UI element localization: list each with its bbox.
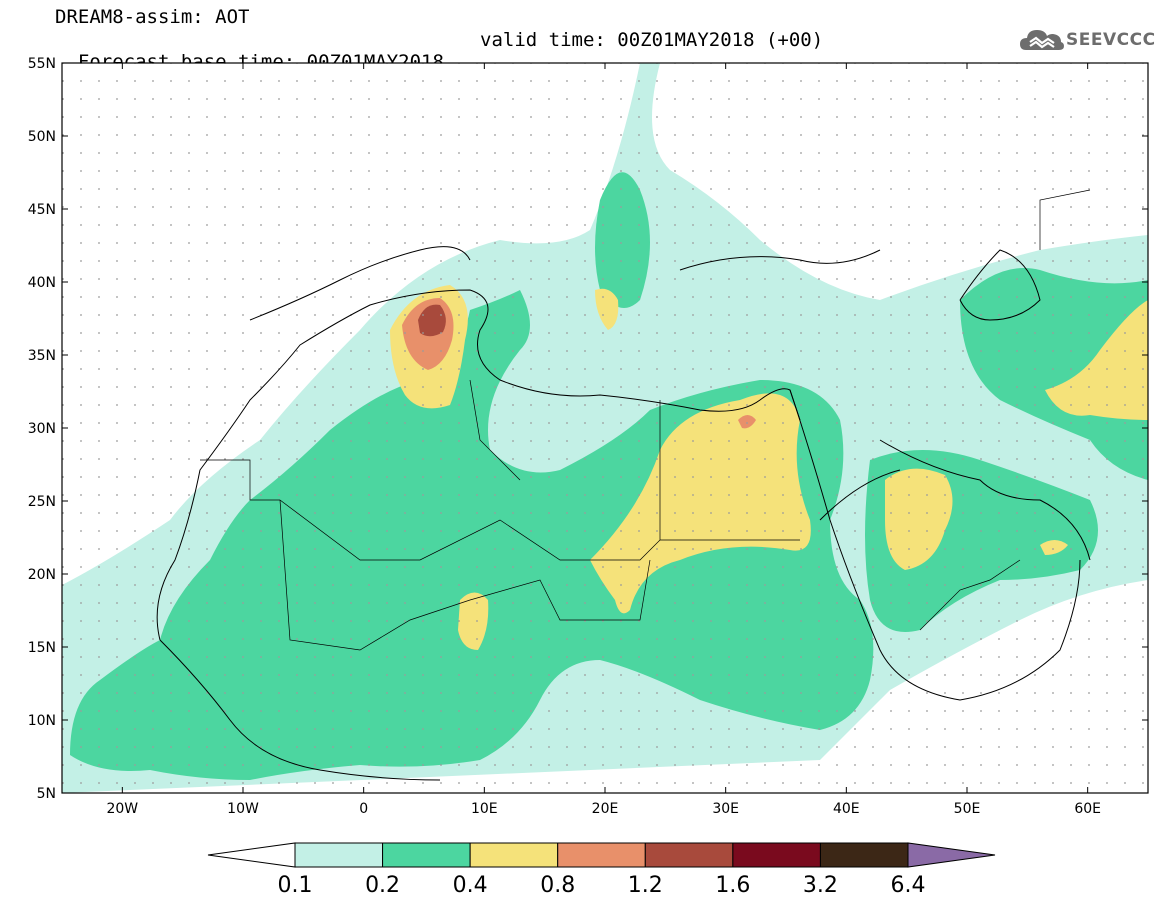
colorbar-labels: 0.1 0.2 0.4 0.8 1.2 1.6 3.2 6.4 [278, 873, 926, 898]
lat-label: 45N [28, 202, 56, 218]
lat-label: 25N [28, 494, 56, 510]
logo-text: SEEVCCC [1066, 30, 1156, 50]
coastlines [156, 246, 1091, 781]
seevccc-logo: SEEVCCC [1018, 24, 1158, 56]
country-borders [200, 189, 1091, 651]
colorbar-label: 3.2 [803, 873, 838, 898]
lat-label: 15N [28, 640, 56, 656]
lon-label: 10W [227, 801, 259, 817]
colorbar-label: 1.6 [715, 873, 750, 898]
lon-label: 40E [833, 801, 860, 817]
colorbar-box [469, 842, 559, 868]
lat-label: 5N [37, 786, 56, 802]
lon-label: 0 [359, 801, 368, 817]
lat-label: 35N [28, 348, 56, 364]
colorbar-left-arrow [207, 842, 296, 868]
colorbar-label: 0.2 [365, 873, 400, 898]
lon-ticks: 20W 10W 0 10E 20E 30E 40E 50E 60E [106, 63, 1101, 817]
lat-label: 55N [28, 56, 56, 72]
colorbar [207, 842, 996, 868]
lon-label: 20W [106, 801, 138, 817]
lon-label: 10E [471, 801, 498, 817]
lat-label: 40N [28, 275, 56, 291]
colorbar-label: 0.4 [453, 873, 488, 898]
colorbar-label: 0.1 [278, 873, 313, 898]
colorbar-label: 0.8 [540, 873, 575, 898]
colorbar-label: 6.4 [891, 873, 926, 898]
colorbar-box [557, 842, 646, 868]
valid-time-text: valid time: 00Z01MAY2018 (+00) [480, 29, 824, 51]
aot-field [62, 63, 1148, 793]
lat-ticks: 55N 50N 45N 40N 35N 30N 25N 20N 15N 10N 5N [28, 56, 1148, 802]
chart-title: DREAM8-assim: AOT [55, 6, 250, 28]
lon-label: 50E [954, 801, 981, 817]
lon-label: 20E [592, 801, 619, 817]
lat-label: 30N [28, 421, 56, 437]
lat-label: 50N [28, 129, 56, 145]
lon-label: 30E [712, 801, 739, 817]
colorbar-label: 1.2 [628, 873, 663, 898]
colorbar-box [732, 842, 821, 868]
lat-label: 10N [28, 713, 56, 729]
cloud-icon [1020, 30, 1064, 50]
colorbar-box [644, 842, 734, 868]
colorbar-box [382, 842, 471, 868]
colorbar-right-arrow [907, 842, 996, 868]
colorbar-box [294, 842, 384, 868]
lat-label: 20N [28, 567, 56, 583]
colorbar-box [819, 842, 909, 868]
lon-label: 60E [1074, 801, 1101, 817]
